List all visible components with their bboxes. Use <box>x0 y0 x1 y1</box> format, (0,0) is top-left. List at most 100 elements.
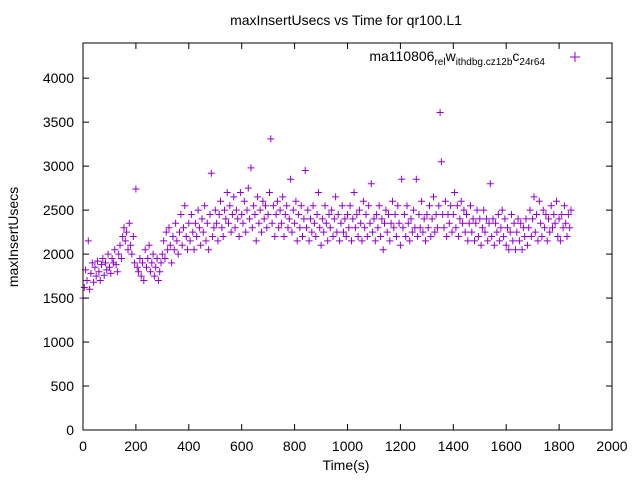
data-point <box>152 263 160 271</box>
data-point <box>162 228 170 236</box>
data-point <box>165 224 173 232</box>
data-point <box>226 202 234 210</box>
data-point <box>369 228 377 236</box>
data-point <box>545 215 552 223</box>
data-point <box>432 211 440 218</box>
data-point <box>489 215 497 223</box>
data-point <box>404 219 412 227</box>
data-point <box>132 185 140 193</box>
data-point <box>408 228 416 236</box>
data-point <box>410 206 418 214</box>
data-point <box>542 211 550 218</box>
data-point <box>301 167 309 174</box>
data-point <box>424 224 432 232</box>
data-point <box>176 228 183 236</box>
data-point <box>273 197 281 205</box>
data-point <box>218 224 226 232</box>
data-point <box>148 259 156 267</box>
data-point <box>240 197 248 205</box>
data-point <box>164 246 172 254</box>
data-point <box>198 215 206 223</box>
data-point <box>433 224 441 232</box>
data-point <box>353 211 361 218</box>
data-point <box>248 224 256 232</box>
data-point <box>288 228 296 236</box>
data-point <box>99 255 107 262</box>
data-point <box>556 237 564 245</box>
data-point <box>195 224 203 232</box>
data-point <box>553 197 560 205</box>
data-point <box>100 271 108 279</box>
data-point <box>355 206 363 214</box>
data-point <box>181 202 189 210</box>
data-point <box>170 246 178 254</box>
data-point <box>529 215 537 223</box>
data-point <box>127 241 135 249</box>
data-point <box>287 175 295 183</box>
data-point <box>453 202 461 210</box>
legend-label: ma110806relwithdbg.cz12bc24r64 <box>369 48 545 68</box>
y-tick-label: 1000 <box>43 334 74 350</box>
data-point <box>191 219 199 227</box>
data-point <box>485 219 493 227</box>
data-point <box>197 241 205 249</box>
data-point <box>168 259 176 267</box>
x-tick-label: 1200 <box>385 438 416 454</box>
y-tick-label: 2000 <box>43 246 74 262</box>
data-point <box>120 224 128 232</box>
data-point <box>492 219 500 227</box>
data-point <box>361 224 369 232</box>
data-point <box>555 215 563 223</box>
data-point <box>440 224 448 232</box>
data-point <box>390 224 398 232</box>
legend-marker <box>570 52 580 62</box>
data-point <box>334 211 342 218</box>
data-point <box>407 215 415 223</box>
data-point <box>104 250 112 258</box>
data-point <box>161 255 169 262</box>
data-point <box>547 202 555 210</box>
data-point <box>135 268 142 276</box>
data-point <box>468 228 476 236</box>
data-point <box>359 197 367 205</box>
data-point <box>336 237 344 245</box>
legend-sub-2: ithdbg.cz12b <box>456 57 513 68</box>
data-point <box>207 169 215 177</box>
data-point <box>387 219 395 227</box>
data-point <box>284 224 292 232</box>
data-point <box>476 215 484 223</box>
data-point <box>527 233 535 240</box>
data-point <box>373 211 381 218</box>
data-point <box>332 193 340 201</box>
data-point <box>513 228 521 236</box>
data-point <box>255 219 263 227</box>
x-tick-label: 0 <box>79 438 87 454</box>
data-point <box>338 202 346 210</box>
data-point <box>137 272 145 280</box>
data-point <box>143 263 150 271</box>
data-point <box>172 219 180 227</box>
data-point <box>459 219 467 227</box>
data-point <box>222 215 230 223</box>
data-point <box>166 241 174 249</box>
data-point <box>474 233 482 240</box>
legend-sub-1: rel <box>434 57 445 68</box>
data-point <box>538 233 546 240</box>
data-point <box>227 228 235 236</box>
data-point <box>98 261 105 269</box>
data-point <box>517 219 525 227</box>
data-point <box>400 211 408 218</box>
data-point <box>437 158 445 166</box>
data-point <box>231 224 239 232</box>
data-point <box>367 180 375 188</box>
data-point <box>525 224 533 232</box>
x-tick-label: 1400 <box>438 438 469 454</box>
data-point <box>351 224 359 232</box>
data-point <box>154 277 162 284</box>
data-point <box>205 246 213 254</box>
data-point <box>382 206 390 214</box>
data-point <box>477 241 485 249</box>
data-point <box>471 237 478 245</box>
data-point <box>262 202 269 210</box>
